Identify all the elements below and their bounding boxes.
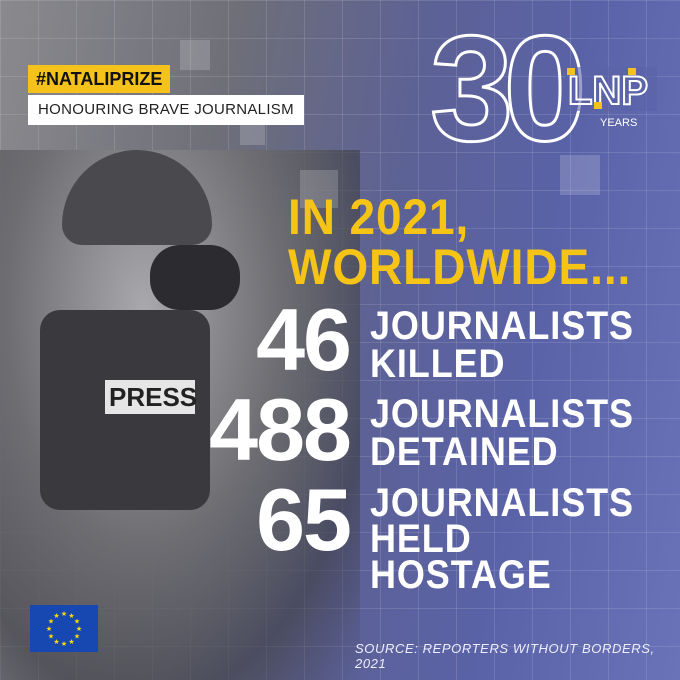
deco-square — [300, 170, 338, 208]
stat-killed-label2: KILLED — [370, 342, 506, 386]
stat-hostage-label1: JOURNALISTS — [370, 481, 634, 525]
stat-detained-value: 488 — [209, 380, 352, 479]
headline-line1: IN 2021, — [288, 189, 470, 245]
eu-star: ★ — [76, 625, 82, 633]
stat-killed-value: 46 — [256, 290, 352, 389]
eu-star: ★ — [74, 633, 80, 641]
press-patch: PRESS — [105, 380, 197, 414]
stat-hostage-label2: HELD — [370, 517, 472, 561]
stat-detained-label2: DETAINED — [370, 430, 559, 474]
eu-star: ★ — [53, 612, 59, 620]
lnp-30-years-logo: 30 LNP YEARS — [430, 22, 657, 147]
deco-square — [560, 155, 600, 195]
tagline-label: HONOURING BRAVE JOURNALISM — [28, 95, 304, 125]
hashtag-label: #NATALIPRIZE — [28, 65, 171, 93]
deco-square — [180, 40, 210, 70]
eu-star: ★ — [68, 612, 74, 620]
stat-detained-label1: JOURNALISTS — [370, 392, 634, 436]
eu-star: ★ — [74, 618, 80, 626]
source-caption: SOURCE: REPORTERS WITHOUT BORDERS, 2021 — [355, 641, 655, 671]
eu-star: ★ — [68, 638, 74, 646]
eu-star: ★ — [48, 618, 54, 626]
eu-star: ★ — [53, 638, 59, 646]
eu-star: ★ — [61, 610, 67, 618]
eu-star: ★ — [48, 633, 54, 641]
logo-years: YEARS — [600, 117, 637, 129]
logo-lnp: LNP — [568, 69, 648, 113]
stat-killed-label1: JOURNALISTS — [370, 304, 634, 348]
stat-hostage-value: 65 — [256, 470, 352, 569]
stat-hostage-label3: HOSTAGE — [370, 553, 552, 597]
headline-line2: WORLDWIDE... — [288, 239, 632, 295]
logo-30: 30 — [430, 22, 581, 147]
eu-star: ★ — [61, 640, 67, 648]
eu-star: ★ — [46, 625, 52, 633]
camera-shape — [150, 245, 240, 310]
eu-flag-icon: ★ ★★★★★★★★★★★ — [30, 605, 98, 652]
